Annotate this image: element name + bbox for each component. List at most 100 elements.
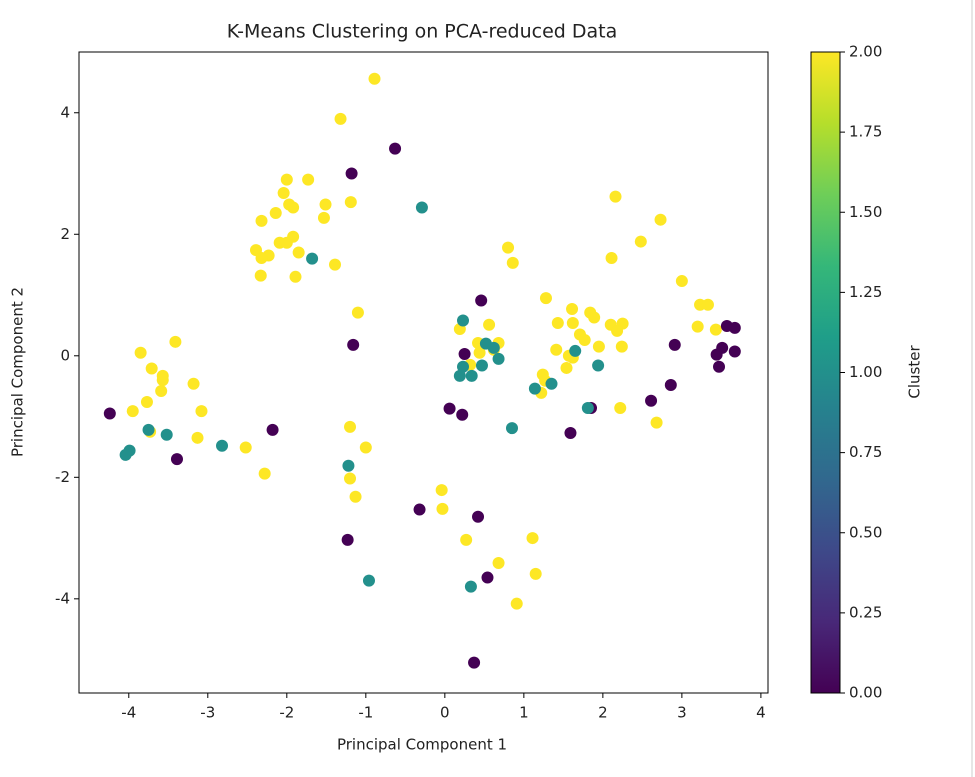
point <box>334 112 347 125</box>
point <box>347 338 360 351</box>
point <box>465 369 478 382</box>
point <box>713 360 726 373</box>
point <box>664 378 677 391</box>
y-tick-label: 2 <box>60 225 70 243</box>
point <box>581 402 594 415</box>
point <box>578 333 591 346</box>
point <box>415 201 428 214</box>
point <box>191 431 204 444</box>
point <box>362 574 375 587</box>
point <box>709 323 722 336</box>
point <box>505 422 518 435</box>
colorbar-tick-label: 0.25 <box>849 603 882 621</box>
point <box>351 306 364 319</box>
point <box>728 345 741 358</box>
point <box>160 428 173 441</box>
x-tick-label: -4 <box>121 704 136 722</box>
point <box>457 314 470 327</box>
point <box>280 236 293 249</box>
point <box>368 72 381 85</box>
x-tick-label: 2 <box>598 704 608 722</box>
point <box>140 395 153 408</box>
point <box>134 346 147 359</box>
x-axis-label: Principal Component 1 <box>337 736 507 754</box>
x-tick-label: 1 <box>519 704 529 722</box>
colorbar-tick-label: 0.50 <box>849 523 882 541</box>
colorbar <box>810 51 841 694</box>
point <box>119 448 132 461</box>
point <box>142 423 155 436</box>
point <box>155 385 168 398</box>
point <box>145 362 158 375</box>
y-tick-label: -2 <box>55 468 70 486</box>
point <box>266 423 279 436</box>
point <box>592 340 605 353</box>
y-tick-label: 4 <box>60 103 70 121</box>
point <box>464 580 477 593</box>
point <box>550 343 563 356</box>
point <box>634 235 647 248</box>
point <box>728 321 741 334</box>
x-tick-label: -3 <box>200 704 215 722</box>
point <box>611 324 624 337</box>
point <box>564 426 577 439</box>
point <box>277 186 290 199</box>
point <box>103 407 116 420</box>
point <box>701 298 714 311</box>
point <box>529 567 542 580</box>
y-tick-label: 0 <box>60 346 70 364</box>
point <box>468 656 481 669</box>
point <box>195 405 208 418</box>
point <box>710 348 723 361</box>
point <box>654 213 667 226</box>
point <box>487 341 500 354</box>
point <box>551 316 564 329</box>
point <box>216 439 229 452</box>
point <box>443 402 456 415</box>
point <box>569 344 582 357</box>
x-tick-label: 0 <box>440 704 450 722</box>
point <box>566 303 579 316</box>
point <box>460 533 473 546</box>
point <box>341 533 354 546</box>
plot-area <box>78 51 769 694</box>
point <box>319 198 332 211</box>
point <box>169 335 182 348</box>
point <box>436 502 449 515</box>
point <box>560 361 573 374</box>
point <box>650 416 663 429</box>
point <box>126 405 139 418</box>
point <box>254 269 267 282</box>
point <box>691 320 704 333</box>
point <box>458 347 471 360</box>
point <box>506 256 519 269</box>
colorbar-tick-label: 0.75 <box>849 443 882 461</box>
point <box>614 402 627 415</box>
x-tick-label: 4 <box>756 704 766 722</box>
point <box>481 571 494 584</box>
point <box>456 408 469 421</box>
point <box>239 441 252 454</box>
point <box>592 359 605 372</box>
point <box>170 453 183 466</box>
colorbar-tick-label: 1.50 <box>849 203 882 221</box>
colorbar-tick-label: 0.00 <box>849 684 882 702</box>
point <box>615 340 628 353</box>
point <box>280 173 293 186</box>
point <box>526 532 539 545</box>
point <box>645 394 658 407</box>
point <box>269 207 282 220</box>
point <box>473 346 486 359</box>
point <box>344 196 357 209</box>
point <box>675 275 688 288</box>
y-axis-label: Principal Component 2 <box>9 287 27 457</box>
point <box>539 292 552 305</box>
point <box>342 459 355 472</box>
point <box>287 201 300 214</box>
chart-title: K-Means Clustering on PCA-reduced Data <box>227 21 618 43</box>
point <box>156 374 169 387</box>
point <box>317 211 330 224</box>
colorbar-tick-label: 1.75 <box>849 123 882 141</box>
point <box>609 190 622 203</box>
